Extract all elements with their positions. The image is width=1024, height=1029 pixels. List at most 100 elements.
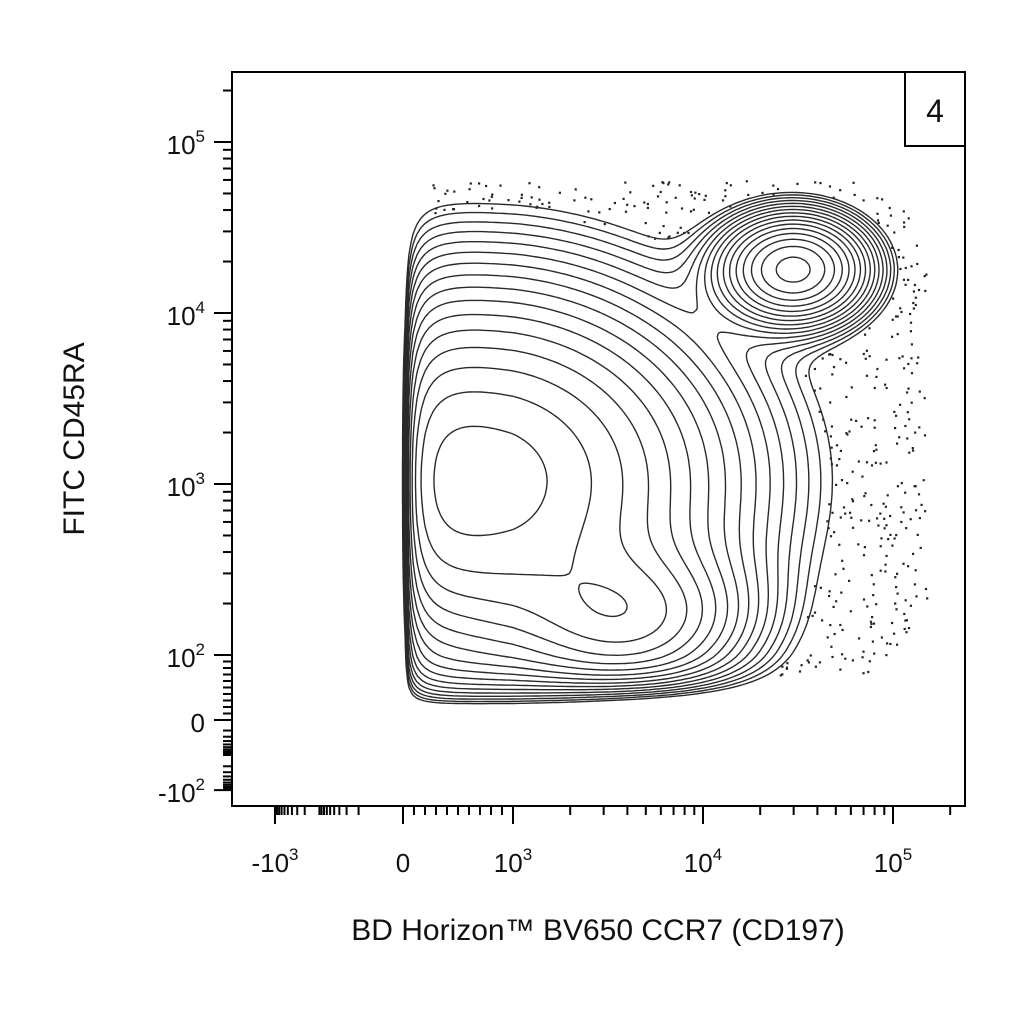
y-axis-title: FITC CD45RA [58,342,91,535]
event-dot [831,353,834,357]
event-dot [907,627,911,630]
event-dot [687,231,690,235]
event-dot [874,444,877,447]
event-dot [729,205,732,208]
event-dot [904,266,907,270]
event-dot [725,182,728,185]
event-dot [830,446,833,449]
event-dot [662,225,665,228]
event-dot [877,524,880,527]
event-dot [872,583,875,586]
event-dot [873,652,876,655]
y-tick-label: -102 [158,775,205,808]
event-dot [868,660,871,663]
event-dot [861,475,864,478]
event-dot [907,217,910,220]
event-dot [584,196,587,199]
event-dot [885,358,888,361]
event-dot [914,303,917,307]
event-dot [844,657,847,660]
event-dot [900,482,903,485]
event-dot [909,330,912,333]
event-dot [913,283,916,287]
event-dot [889,642,892,646]
event-dot [633,205,636,208]
x-tick-label: 103 [494,845,532,878]
y-axis-ticks [214,89,232,792]
event-dot [659,190,662,194]
event-dot [851,470,854,473]
event-dot [851,498,854,501]
event-dot [796,182,799,185]
event-dot [624,181,627,184]
x-axis-title: BD Horizon™ BV650 CCR7 (CD197) [351,914,845,947]
event-dot [745,180,748,183]
event-dot [538,198,541,201]
event-dot [862,598,866,601]
event-dot [893,231,896,234]
event-dot [868,327,871,330]
event-dot [862,650,865,653]
event-dot [867,670,870,674]
event-dot [832,366,836,369]
event-dot [922,479,925,482]
event-dot [839,623,842,627]
event-dot [829,353,832,356]
event-dot [603,223,606,226]
y-tick-label: 103 [167,469,205,502]
event-dot [829,435,832,438]
event-dot [889,533,892,536]
event-dot [629,191,632,194]
event-dot [857,543,860,546]
event-dot [889,514,892,518]
event-dot [813,611,817,614]
event-dot [873,419,876,422]
event-dot [622,197,625,200]
event-dot [873,386,876,390]
event-dot [520,196,523,199]
event-dot [804,374,807,377]
event-dot [884,505,887,508]
event-dot [912,290,915,293]
event-dot [643,201,646,204]
event-dot [872,450,876,453]
event-dot [491,193,494,196]
event-dot [772,193,775,196]
event-dot [890,246,894,249]
event-dot [880,537,883,540]
event-dot [902,210,905,213]
event-dot [899,267,902,271]
event-dot [840,479,844,482]
event-dot [853,193,856,196]
event-dot [488,199,491,202]
event-dot [835,464,838,467]
contour-line [406,215,867,681]
event-dot [905,631,908,634]
contour-line [420,245,826,618]
event-dot [924,587,928,591]
event-dot [832,605,835,608]
event-dot [919,546,922,549]
event-dot [674,196,677,199]
event-dot [833,531,836,534]
event-dot [646,202,649,206]
event-dot [693,197,696,200]
x-tick-labels: -103 0 103 104 105 [251,845,912,878]
event-dot [434,212,437,215]
event-dot [875,448,878,451]
event-dot [842,506,846,509]
event-dot [747,193,750,196]
event-dot [918,390,921,393]
event-dot [918,426,921,429]
event-dot [923,275,926,278]
event-dot [910,372,914,375]
event-dot [872,594,875,597]
contour-line [407,223,856,671]
event-dot [850,418,853,421]
event-dot [839,358,842,361]
event-dot [897,256,900,259]
x-axis-ticks [273,806,952,824]
event-dot [490,195,493,198]
event-dot [776,188,780,191]
event-dot [781,673,784,676]
